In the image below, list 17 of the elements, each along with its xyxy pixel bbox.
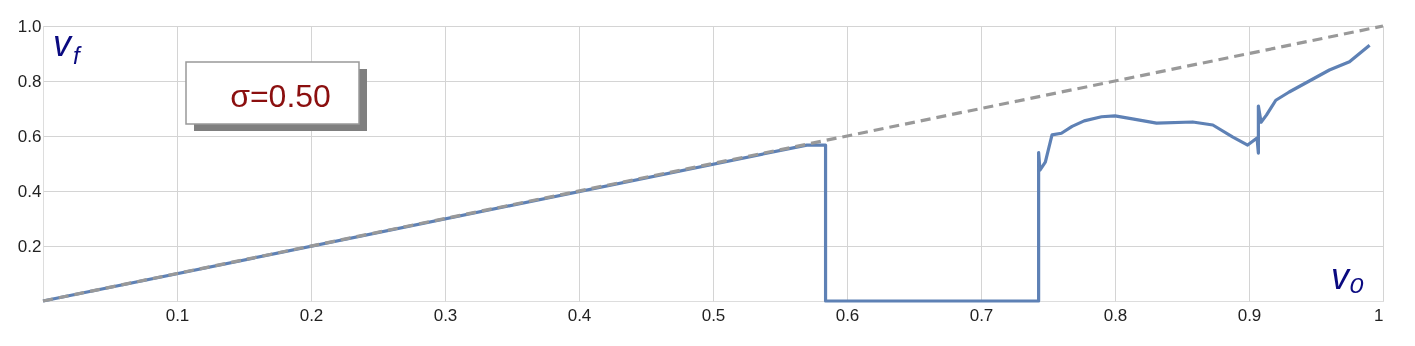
x-tick-label: 0.2 <box>299 305 324 325</box>
x-tick-label: 0.9 <box>1237 305 1262 325</box>
y-tick-label: 0.6 <box>17 126 42 146</box>
x-tick-label: 0.7 <box>969 305 994 325</box>
x-tick-label: 1 <box>1374 305 1384 325</box>
x-tick-label: 0.3 <box>433 305 458 325</box>
x-tick-label: 0.4 <box>567 305 592 325</box>
x-tick-label: 0.1 <box>165 305 190 325</box>
annotation: σ=0.50 <box>230 78 331 114</box>
x-axis-title: v₀ <box>1331 256 1365 297</box>
x-tick-label: 0.8 <box>1103 305 1128 325</box>
y-tick-label: 0.8 <box>17 71 42 91</box>
y-tick-label: 1.0 <box>17 16 42 36</box>
x-tick-label: 0.6 <box>835 305 860 325</box>
x-tick-label: 0.5 <box>701 305 726 325</box>
y-tick-label: 0.2 <box>17 236 42 256</box>
y-tick-label: 0.4 <box>17 181 42 201</box>
